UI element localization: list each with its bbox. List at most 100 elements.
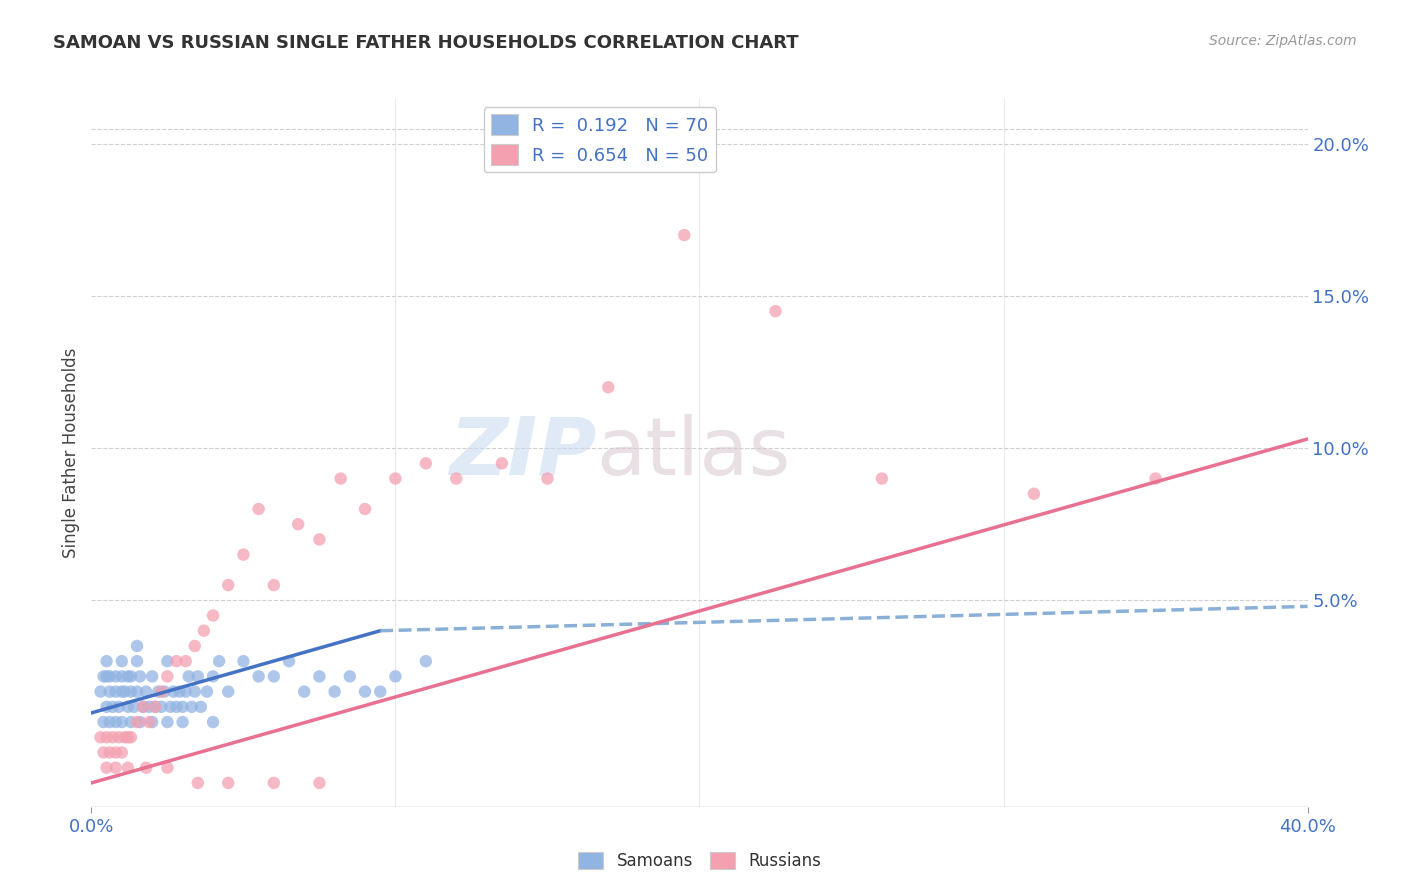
Point [384,669,406,683]
Point [156,761,179,775]
Point [232,654,254,668]
Point [150,699,173,714]
Point [107,731,129,745]
Point [143,699,166,714]
Point [98,669,121,683]
Point [354,684,377,698]
Point [329,472,352,486]
Point [138,714,160,729]
Point [263,578,285,592]
Point [202,669,225,683]
Point [444,472,467,486]
Point [172,699,194,714]
Point [162,684,184,698]
Point [195,684,218,698]
Point [415,456,437,470]
Point [190,699,212,714]
Point [120,684,142,698]
Point [177,669,200,683]
Point [117,761,139,775]
Text: atlas: atlas [596,414,790,491]
Point [491,456,513,470]
Point [232,548,254,562]
Point [174,684,197,698]
Point [308,669,330,683]
Point [172,714,194,729]
Point [323,684,346,698]
Point [184,639,207,653]
Point [1022,487,1045,501]
Point [247,502,270,516]
Point [156,714,179,729]
Point [98,746,121,760]
Point [135,761,157,775]
Point [156,654,179,668]
Point [339,669,361,683]
Point [101,699,124,714]
Point [208,654,231,668]
Point [150,684,173,698]
Point [120,714,142,729]
Point [96,699,118,714]
Point [117,669,139,683]
Point [415,654,437,668]
Point [104,746,127,760]
Point [111,654,134,668]
Point [135,684,157,698]
Point [143,699,166,714]
Point [104,714,127,729]
Point [184,684,207,698]
Y-axis label: Single Father Households: Single Father Households [62,348,80,558]
Point [104,761,127,775]
Point [125,714,148,729]
Point [104,669,127,683]
Point [111,746,134,760]
Point [120,731,142,745]
Point [117,699,139,714]
Point [1144,472,1167,486]
Point [202,714,225,729]
Point [93,746,115,760]
Point [104,684,127,698]
Point [278,654,301,668]
Point [308,533,330,547]
Point [125,654,148,668]
Point [114,731,136,745]
Point [120,669,142,683]
Point [98,714,121,729]
Point [93,714,115,729]
Point [598,380,620,394]
Point [96,654,118,668]
Point [187,669,209,683]
Point [114,684,136,698]
Point [247,669,270,683]
Point [765,304,787,318]
Text: Source: ZipAtlas.com: Source: ZipAtlas.com [1209,34,1357,48]
Point [217,684,239,698]
Point [187,776,209,790]
Point [870,472,893,486]
Point [96,731,118,745]
Point [156,669,179,683]
Point [129,669,152,683]
Text: SAMOAN VS RUSSIAN SINGLE FATHER HOUSEHOLDS CORRELATION CHART: SAMOAN VS RUSSIAN SINGLE FATHER HOUSEHOL… [53,34,799,52]
Point [180,699,202,714]
Point [141,669,163,683]
Point [308,776,330,790]
Text: ZIP: ZIP [449,414,596,491]
Point [98,684,121,698]
Point [384,472,406,486]
Point [122,699,145,714]
Point [202,608,225,623]
Point [263,669,285,683]
Point [93,669,115,683]
Point [166,654,188,668]
Point [96,669,118,683]
Point [263,776,285,790]
Point [166,699,188,714]
Point [354,502,377,516]
Point [169,684,191,698]
Point [159,699,181,714]
Point [111,684,134,698]
Point [89,684,111,698]
